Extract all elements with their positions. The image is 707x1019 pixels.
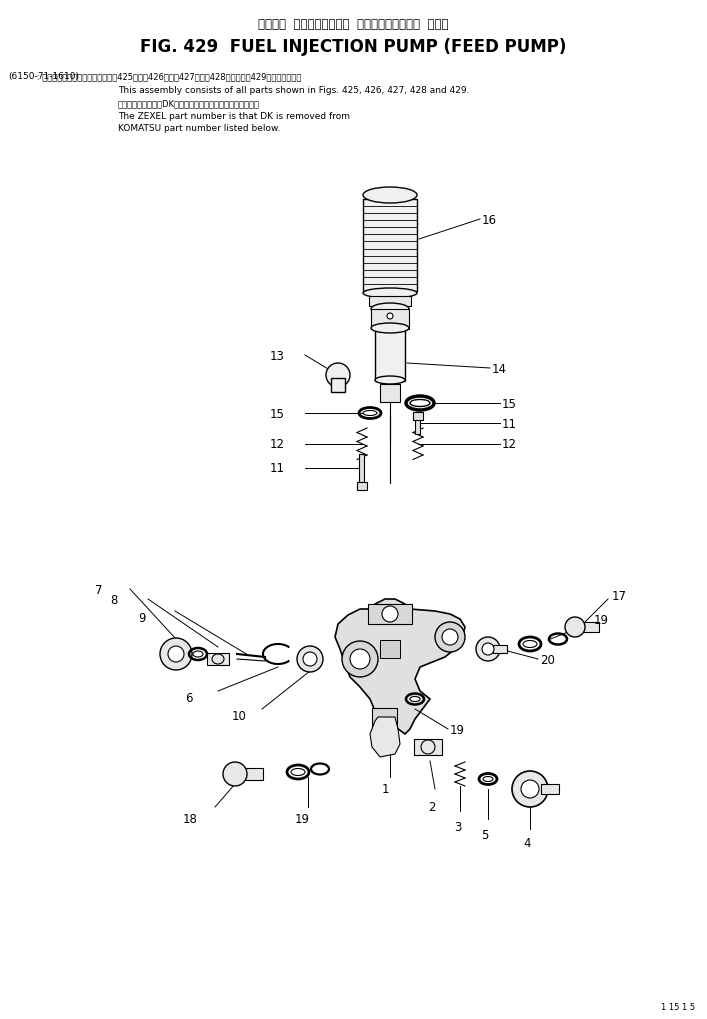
Circle shape [168, 646, 184, 662]
Ellipse shape [291, 768, 305, 775]
Text: 13: 13 [270, 350, 285, 362]
Bar [363, 200, 417, 291]
Circle shape [303, 652, 317, 666]
Text: 19: 19 [594, 612, 609, 626]
Text: 10: 10 [232, 709, 247, 721]
Circle shape [442, 630, 458, 645]
Ellipse shape [410, 400, 430, 408]
Text: FIG. 429  FUEL INJECTION PUMP (FEED PUMP): FIG. 429 FUEL INJECTION PUMP (FEED PUMP) [140, 38, 566, 56]
Text: 1 15 1 5: 1 15 1 5 [661, 1002, 695, 1011]
Text: フェエル  インジェクション  ポンプ　　フィード  ポンプ: フェエル インジェクション ポンプ フィード ポンプ [258, 18, 448, 31]
Bar [207, 653, 229, 665]
Bar [233, 768, 263, 781]
Text: 20: 20 [540, 653, 555, 665]
Circle shape [565, 618, 585, 637]
Ellipse shape [410, 697, 420, 702]
Text: The ZEXEL part number is that DK is removed from: The ZEXEL part number is that DK is remo… [118, 112, 350, 121]
Text: 7: 7 [95, 583, 103, 596]
Circle shape [326, 364, 350, 387]
Text: 3: 3 [455, 820, 462, 834]
Ellipse shape [363, 288, 417, 299]
Ellipse shape [371, 304, 409, 316]
Circle shape [512, 771, 548, 807]
Text: 6: 6 [185, 691, 192, 704]
Ellipse shape [523, 641, 537, 648]
Ellipse shape [371, 324, 409, 333]
Text: This assembly consists of all parts shown in Figs. 425, 426, 427, 428 and 429.: This assembly consists of all parts show… [118, 86, 469, 95]
Text: KOMATSU part number listed below.: KOMATSU part number listed below. [118, 124, 281, 132]
Bar [413, 413, 423, 421]
Circle shape [342, 641, 378, 678]
Bar [380, 640, 400, 658]
Ellipse shape [421, 740, 435, 754]
Bar [416, 413, 421, 434]
Text: 19: 19 [295, 813, 310, 825]
Bar [373, 708, 397, 731]
Ellipse shape [483, 776, 493, 782]
Text: 4: 4 [523, 837, 531, 850]
Text: 11: 11 [502, 417, 517, 430]
Bar [493, 645, 507, 653]
Bar [331, 379, 345, 392]
Bar [541, 785, 559, 794]
Ellipse shape [363, 411, 377, 416]
Bar [359, 454, 365, 483]
Text: 9: 9 [138, 611, 146, 624]
Circle shape [382, 606, 398, 623]
Ellipse shape [363, 187, 417, 204]
Circle shape [521, 781, 539, 798]
Bar [371, 310, 409, 330]
Circle shape [350, 649, 370, 669]
Text: 5: 5 [481, 828, 489, 842]
Bar [380, 384, 400, 403]
Circle shape [387, 314, 393, 320]
Text: (6150-71-1610): (6150-71-1610) [8, 72, 79, 81]
Circle shape [482, 643, 494, 655]
Polygon shape [335, 599, 465, 735]
Bar [414, 739, 442, 755]
Bar [357, 483, 367, 490]
Circle shape [476, 637, 500, 661]
Text: 16: 16 [482, 213, 497, 226]
Circle shape [160, 638, 192, 671]
Text: 15: 15 [270, 408, 285, 420]
Ellipse shape [375, 377, 405, 384]
Text: 8: 8 [110, 593, 117, 606]
Polygon shape [370, 717, 400, 757]
Bar [368, 604, 412, 625]
Bar [375, 326, 405, 381]
Text: 17: 17 [612, 589, 627, 602]
Text: 15: 15 [502, 397, 517, 410]
Text: 18: 18 [182, 813, 197, 825]
Text: : このアッセンブリの構成部品は第425図、第426図、第427図、第428図および第429図を含みます。: : このアッセンブリの構成部品は第425図、第426図、第427図、第428図お… [8, 72, 301, 81]
Text: 12: 12 [270, 438, 285, 451]
Circle shape [435, 623, 465, 652]
Text: 14: 14 [492, 362, 507, 375]
Text: 11: 11 [270, 462, 285, 475]
Text: 19: 19 [450, 722, 465, 736]
Text: 12: 12 [502, 438, 517, 451]
Text: 1: 1 [381, 783, 389, 796]
Ellipse shape [193, 651, 203, 657]
Ellipse shape [212, 654, 224, 664]
Text: 2: 2 [428, 801, 436, 814]
Bar [369, 297, 411, 307]
Text: 品番のメーカー記号DKを除いたものがゼクセルの品番です。: 品番のメーカー記号DKを除いたものがゼクセルの品番です。 [118, 99, 260, 108]
Circle shape [297, 646, 323, 673]
Circle shape [223, 762, 247, 787]
Bar [577, 623, 599, 633]
